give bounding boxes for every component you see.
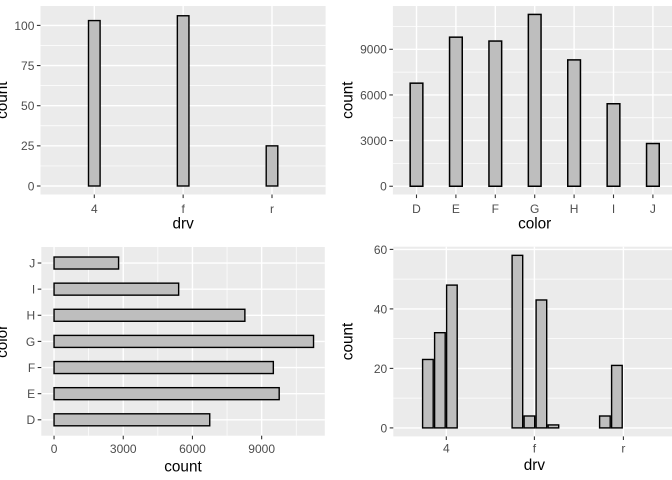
svg-text:60: 60 [374,243,388,257]
svg-text:0: 0 [28,179,35,193]
svg-text:50: 50 [21,99,35,113]
svg-text:3000: 3000 [110,442,137,456]
svg-text:J: J [650,202,656,216]
svg-text:0: 0 [381,421,388,435]
svg-text:D: D [27,413,36,427]
svg-text:H: H [27,309,36,323]
svg-text:F: F [492,202,499,216]
svg-text:f: f [181,202,185,216]
svg-text:6000: 6000 [179,442,206,456]
svg-text:20: 20 [374,362,388,376]
svg-text:H: H [570,202,579,216]
svg-text:4: 4 [91,202,98,216]
svg-text:0: 0 [380,180,387,194]
svg-text:color: color [518,215,551,232]
svg-text:6000: 6000 [360,88,387,102]
svg-text:count: count [0,81,11,119]
svg-text:3000: 3000 [360,134,387,148]
svg-text:G: G [26,335,35,349]
svg-text:J: J [29,256,35,270]
svg-text:9000: 9000 [360,43,387,57]
svg-text:drv: drv [173,215,195,232]
svg-text:D: D [412,202,421,216]
svg-text:25: 25 [21,139,35,153]
svg-text:I: I [32,283,35,297]
svg-text:I: I [612,202,615,216]
svg-text:100: 100 [14,19,34,33]
svg-text:r: r [270,202,274,216]
svg-text:count: count [339,322,356,360]
svg-text:count: count [339,81,356,119]
svg-text:F: F [28,361,35,375]
svg-text:color: color [0,325,11,358]
svg-text:0: 0 [51,442,58,456]
svg-text:75: 75 [21,59,35,73]
svg-text:f: f [533,441,537,455]
svg-text:E: E [27,387,35,401]
svg-text:G: G [530,202,539,216]
svg-text:40: 40 [374,302,388,316]
svg-text:r: r [621,441,625,455]
svg-text:4: 4 [443,441,450,455]
svg-text:count: count [164,458,202,475]
svg-text:drv: drv [524,457,546,474]
svg-text:E: E [452,202,460,216]
svg-text:9000: 9000 [248,442,275,456]
